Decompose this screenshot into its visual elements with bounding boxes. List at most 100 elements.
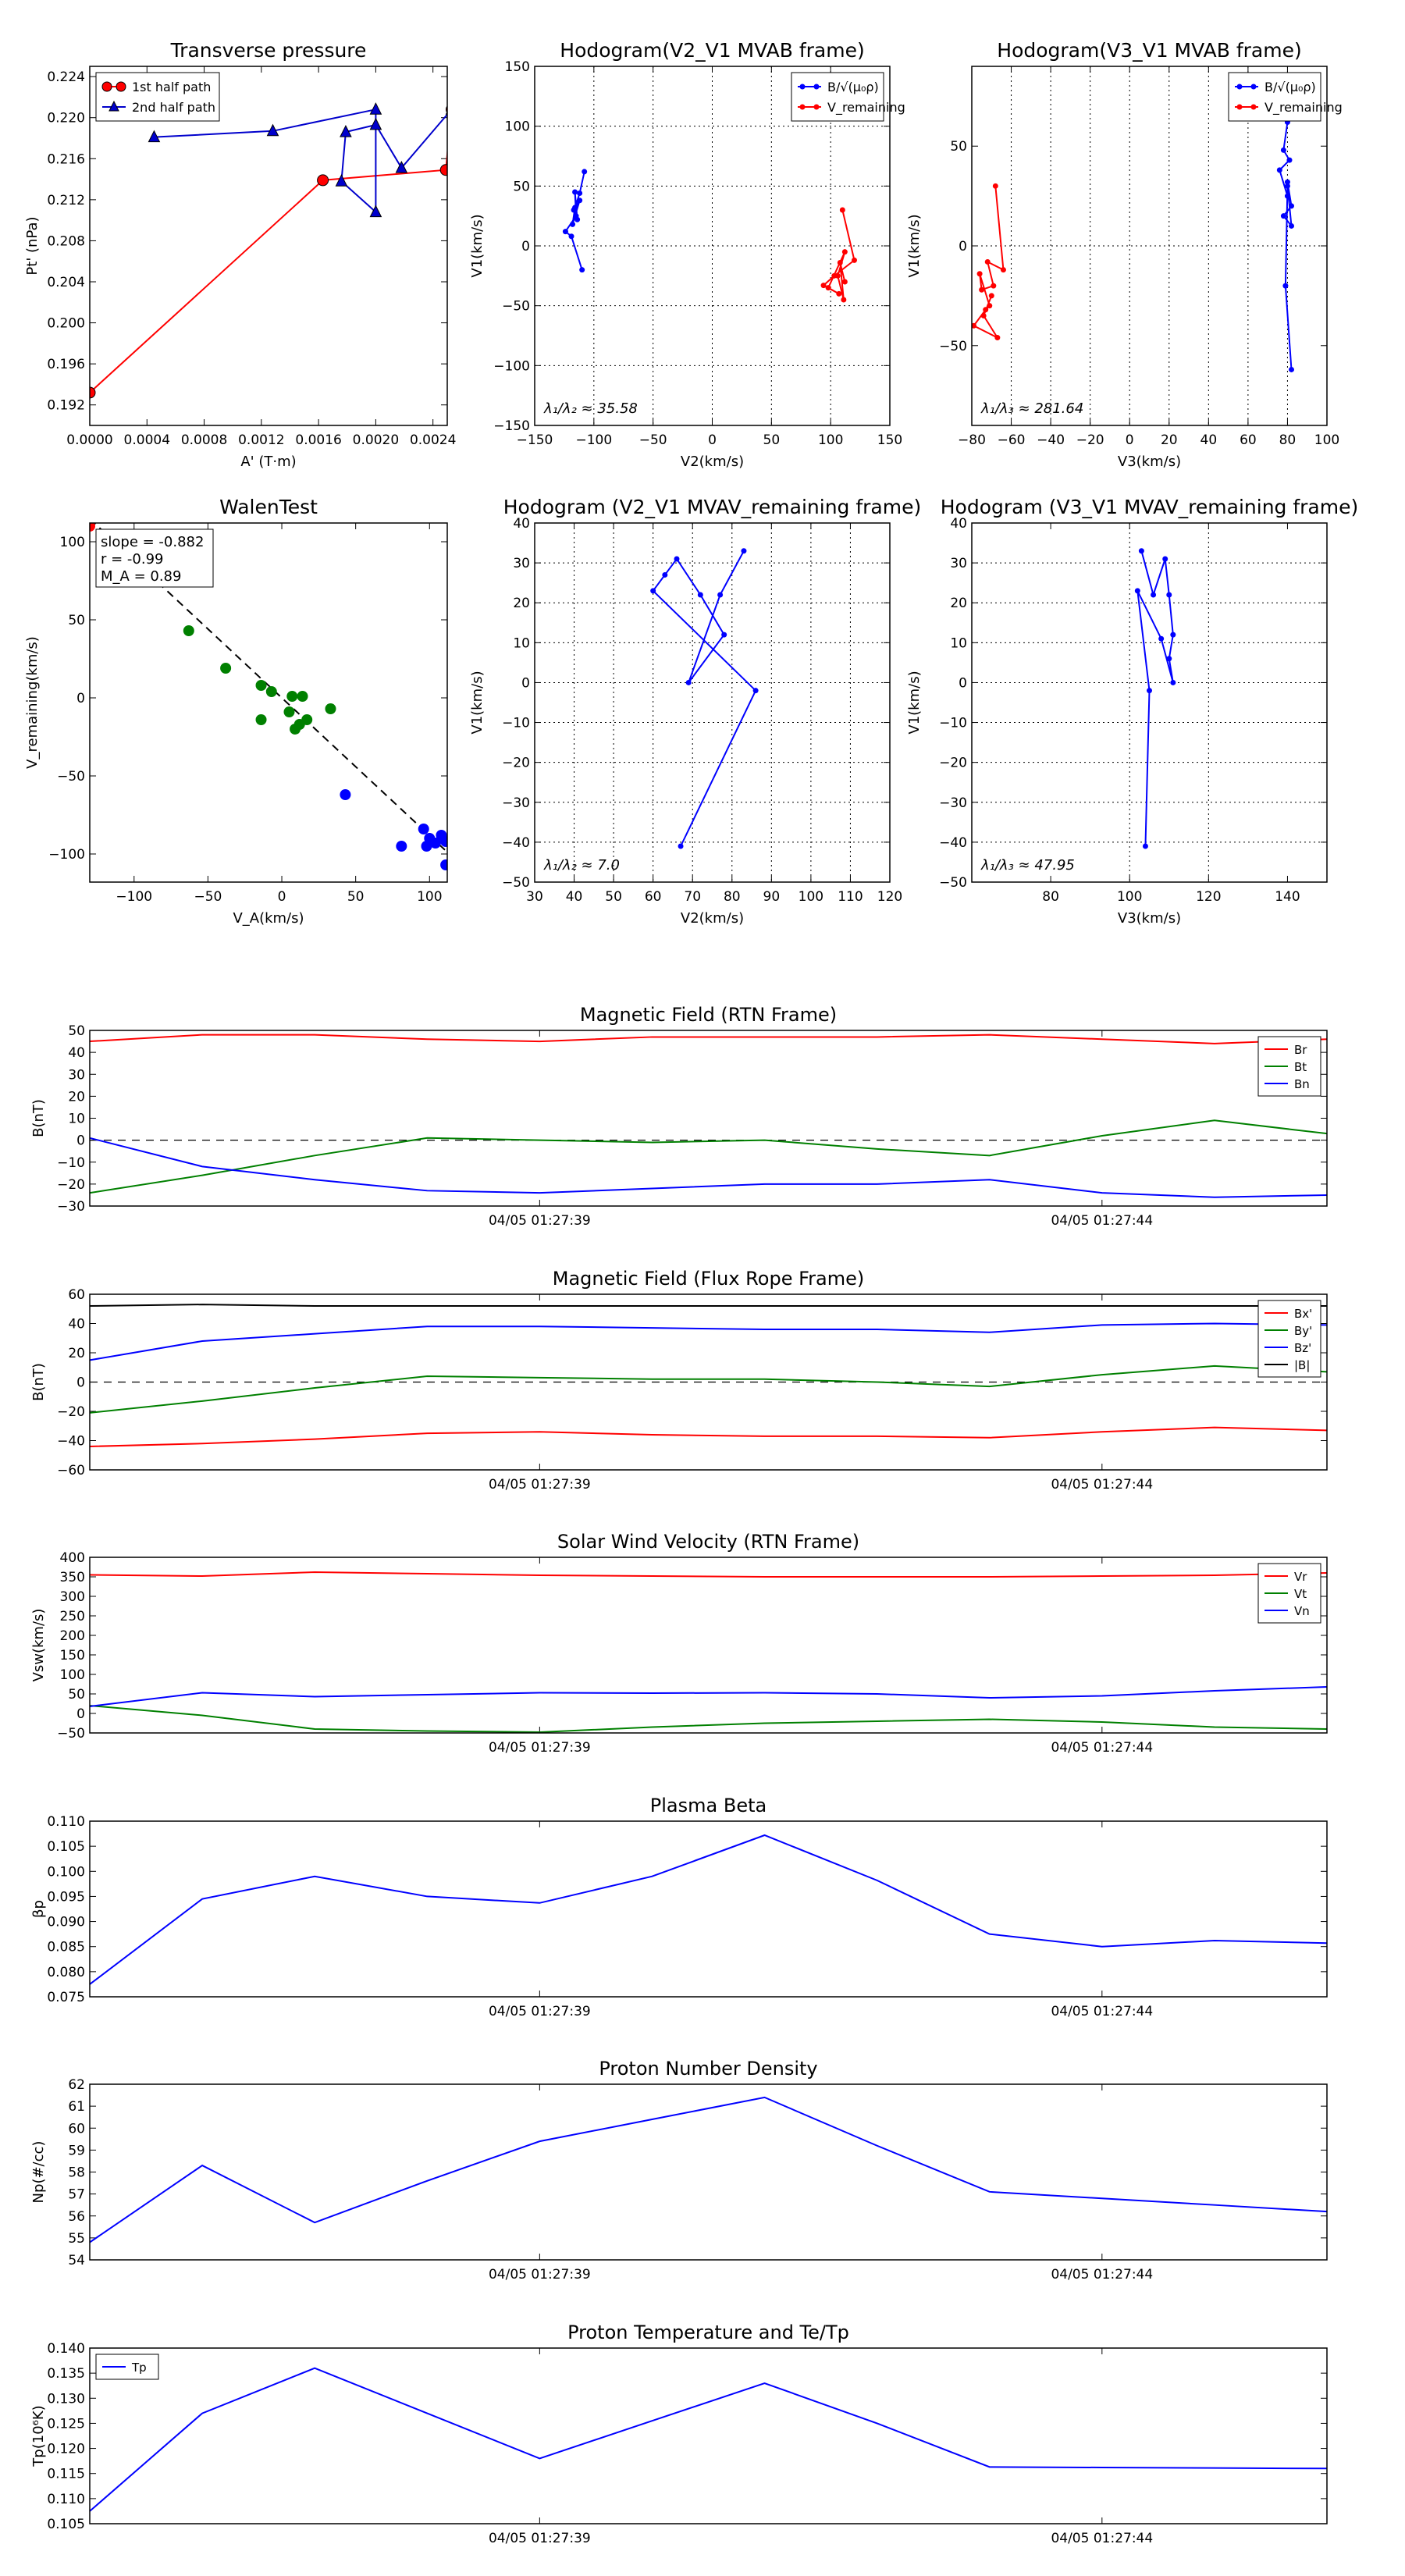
plot-frame xyxy=(89,1557,1328,1734)
data-point xyxy=(994,335,1001,341)
chart-h1: Hodogram(V2_V1 MVAB frame) −150 −100 −50 0 50… xyxy=(469,39,905,470)
data-point xyxy=(841,249,848,255)
data-point xyxy=(717,592,724,598)
plot-area xyxy=(562,169,857,303)
data-point xyxy=(1284,193,1290,199)
y-tick-label: 62 xyxy=(68,2077,85,2093)
legend-label: Vr xyxy=(1294,1570,1307,1584)
scatter-point xyxy=(440,859,447,870)
scatter-point xyxy=(90,523,95,532)
data-point xyxy=(697,592,703,598)
scatter-point xyxy=(286,691,298,702)
legend-label: Vn xyxy=(1294,1604,1310,1618)
data-point xyxy=(1170,632,1176,638)
data-point xyxy=(1000,267,1006,273)
scatter-point xyxy=(297,691,308,702)
data-point xyxy=(721,632,727,638)
x-tick-label: 100 xyxy=(818,432,843,448)
x-tick-label: 70 xyxy=(684,889,701,905)
chart-title: WalenTest xyxy=(219,496,318,518)
y-tick-label: 30 xyxy=(950,556,967,571)
x-tick-label: 04/05 01:27:44 xyxy=(1051,2531,1153,2546)
y-tick-label: 40 xyxy=(950,516,967,532)
y-tick-label: 0.208 xyxy=(47,233,85,249)
x-tick-label: 0 xyxy=(708,432,717,448)
series-line-1 xyxy=(90,1705,1327,1733)
plot-area xyxy=(90,2096,1327,2243)
data-point xyxy=(685,679,692,685)
data-point xyxy=(1282,283,1289,289)
y-tick-label: −40 xyxy=(57,1434,85,1450)
chart-ts1: Magnetic Field (RTN Frame) −30 −20 −10 0 10 20… xyxy=(30,1004,1328,1229)
y-tick-label: 0 xyxy=(76,1706,85,1722)
y-tick-label: 400 xyxy=(60,1550,85,1566)
plot-frame xyxy=(971,522,1328,883)
y-tick-label: 0.075 xyxy=(47,1990,85,2005)
x-tick-label: 04/05 01:27:39 xyxy=(489,1477,591,1493)
y-tick-label: −50 xyxy=(57,1726,85,1742)
x-tick-label: 100 xyxy=(1314,432,1339,448)
legend-label: V_remaining xyxy=(827,100,905,116)
x-tick-label: 0.0016 xyxy=(295,432,341,448)
y-tick-label: 350 xyxy=(60,1570,85,1585)
data-point xyxy=(841,279,848,285)
y-tick-label: 100 xyxy=(505,119,530,135)
data-point xyxy=(650,588,656,594)
x-tick-label: −80 xyxy=(958,432,986,448)
y-tick-label: 0.192 xyxy=(47,398,85,414)
x-tick-label: 60 xyxy=(1240,432,1257,448)
data-point xyxy=(1289,203,1294,209)
y-axis-label: V1(km/s) xyxy=(469,671,486,734)
y-tick-label: −10 xyxy=(57,1155,85,1171)
plot-frame xyxy=(534,522,891,883)
y-tick-label: −10 xyxy=(502,716,530,731)
stats-line: M_A = 0.89 xyxy=(101,568,181,585)
y-tick-label: 0.105 xyxy=(47,1839,85,1855)
plot-area xyxy=(90,1304,1327,1447)
y-tick-label: 55 xyxy=(68,2231,85,2247)
legend-marker xyxy=(1250,104,1257,110)
series-line-2 xyxy=(90,1686,1327,1707)
plot-area xyxy=(1134,548,1176,849)
y-tick-label: 54 xyxy=(68,2253,85,2268)
y-axis-label: V1(km/s) xyxy=(906,214,923,277)
data-point xyxy=(972,322,977,329)
plot-frame xyxy=(89,1030,1328,1207)
x-tick-label: 80 xyxy=(1042,889,1059,905)
data-point xyxy=(369,117,382,130)
y-axis-label: V1(km/s) xyxy=(469,214,486,277)
y-tick-label: 0 xyxy=(521,675,530,691)
y-tick-label: 0.080 xyxy=(47,1965,85,1980)
data-point xyxy=(579,267,585,273)
data-point xyxy=(678,843,684,849)
data-point xyxy=(987,303,993,309)
data-point xyxy=(582,169,588,175)
y-tick-label: −100 xyxy=(493,358,530,374)
plot-area xyxy=(90,1834,1327,1985)
data-point xyxy=(1284,183,1290,189)
y-tick-label: 0.135 xyxy=(47,2366,85,2382)
y-tick-label: 0.220 xyxy=(47,111,85,126)
y-tick-label: 57 xyxy=(68,2187,85,2203)
x-tick-label: 04/05 01:27:44 xyxy=(1051,1740,1153,1756)
y-tick-label: 0 xyxy=(959,239,967,254)
x-tick-label: 0.0012 xyxy=(238,432,284,448)
scatter-point xyxy=(440,836,447,847)
y-tick-label: −30 xyxy=(502,795,530,811)
y-tick-label: 0 xyxy=(76,1375,85,1391)
data-point xyxy=(1280,213,1286,219)
chart-title: Hodogram (V2_V1 MVAV_remaining frame) xyxy=(503,496,922,518)
y-tick-label: 10 xyxy=(68,1112,85,1127)
x-tick-label: 110 xyxy=(838,889,863,905)
legend-label: Bz' xyxy=(1294,1341,1311,1355)
x-tick-label: 120 xyxy=(1196,889,1221,905)
data-point xyxy=(979,286,985,293)
data-point xyxy=(335,174,348,187)
y-tick-label: 0 xyxy=(76,1133,85,1149)
data-point xyxy=(984,258,991,265)
y-axis-label: V_remaining(km/s) xyxy=(24,636,41,769)
y-tick-label: 50 xyxy=(68,1023,85,1039)
y-tick-label: 60 xyxy=(68,1287,85,1303)
y-tick-label: 0.216 xyxy=(47,151,85,167)
y-tick-label: 20 xyxy=(513,596,530,611)
